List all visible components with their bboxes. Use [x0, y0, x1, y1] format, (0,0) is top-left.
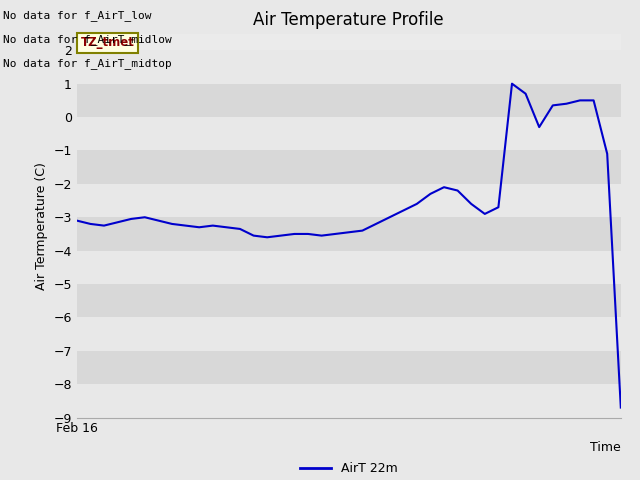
Bar — [77, 50, 621, 84]
Bar — [77, 317, 621, 351]
Bar — [77, 184, 621, 217]
Bar — [77, 384, 621, 418]
Text: TZ_tmet: TZ_tmet — [81, 36, 135, 49]
Text: No data for f_AirT_midlow: No data for f_AirT_midlow — [3, 34, 172, 45]
Bar — [77, 251, 621, 284]
Bar — [77, 117, 621, 150]
Text: No data for f_AirT_midtop: No data for f_AirT_midtop — [3, 58, 172, 69]
Bar — [77, 150, 621, 184]
Bar — [77, 284, 621, 317]
Text: Time: Time — [590, 441, 621, 454]
Bar — [77, 217, 621, 251]
Title: Air Temperature Profile: Air Temperature Profile — [253, 11, 444, 29]
Legend: AirT 22m: AirT 22m — [295, 457, 403, 480]
Bar — [77, 84, 621, 117]
Y-axis label: Air Termperature (C): Air Termperature (C) — [35, 162, 48, 289]
Text: No data for f_AirT_low: No data for f_AirT_low — [3, 10, 152, 21]
Bar — [77, 351, 621, 384]
